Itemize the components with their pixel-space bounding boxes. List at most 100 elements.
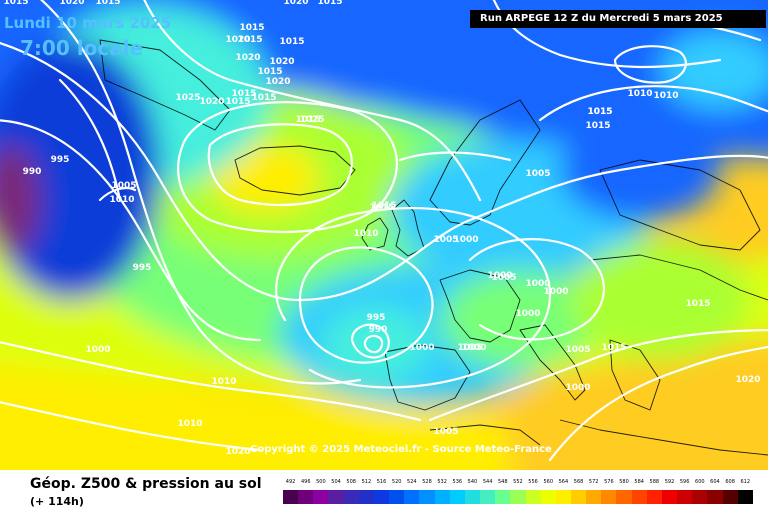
pressure-label: 1025: [175, 93, 200, 103]
pressure-label: 995: [367, 313, 386, 323]
legend-label: 588: [649, 479, 660, 485]
legend-label: 572: [588, 479, 599, 485]
isobar: [428, 329, 768, 422]
legend-label: 516: [376, 479, 387, 485]
legend-label: 580: [619, 479, 629, 485]
pressure-label: 1015: [601, 343, 626, 353]
pressure-label: 1010: [109, 195, 134, 205]
pressure-label: 1015: [317, 0, 342, 7]
legend-label: 612: [740, 479, 751, 485]
pressure-label: 1005: [565, 345, 590, 355]
pressure-label: 990: [23, 167, 42, 177]
isobar: [548, 345, 768, 462]
pressure-label: 1015: [585, 121, 610, 131]
legend-label: 600: [695, 479, 705, 485]
legend-swatch: [449, 490, 465, 504]
legend-swatch: [495, 490, 511, 504]
legend-swatch: [722, 490, 738, 504]
forecast-date: Lundi 10 mars 2025: [4, 14, 172, 32]
legend-label: 552: [513, 479, 523, 485]
z500-area: [210, 143, 320, 213]
isobar: [58, 78, 122, 202]
coastline: [361, 217, 389, 251]
isobar: [39, 0, 362, 385]
pressure-label: 1020: [265, 77, 290, 87]
isobar: [468, 238, 605, 341]
pressure-label: 1020: [235, 53, 260, 63]
legend-label: 548: [497, 479, 508, 485]
legend-swatch: [373, 490, 390, 504]
pressure-label: 1005: [491, 273, 516, 283]
isobar: [613, 45, 687, 84]
pressure-label: 1015: [587, 107, 612, 117]
isobar: [0, 119, 262, 342]
legend-label: 596: [679, 479, 690, 485]
legend-label: 492: [285, 479, 296, 485]
pressure-label: 1000: [409, 343, 434, 353]
legend-label: 536: [452, 479, 463, 485]
pressure-label: 1015: [587, 107, 612, 117]
isobar: [538, 85, 768, 122]
legend-swatch: [601, 490, 617, 504]
legend-swatch: [298, 490, 314, 504]
legend-label: 608: [725, 479, 735, 485]
pressure-label: 1010: [177, 419, 202, 429]
coastline: [429, 424, 541, 446]
pressure-label: 1000: [525, 279, 550, 289]
pressure-label: 1015: [371, 201, 396, 211]
legend-swatch: [616, 490, 632, 504]
legend-color-bar: [283, 490, 753, 504]
pressure-label: 1005: [433, 427, 458, 437]
pressure-label: 995: [133, 263, 152, 273]
pressure-label: 990: [369, 325, 388, 335]
legend-label: 532: [437, 479, 447, 485]
pressure-label: 1020: [225, 35, 250, 45]
legend-label: 560: [543, 479, 553, 485]
legend-swatch: [707, 490, 723, 504]
pressure-label: 1010: [627, 89, 652, 99]
pressure-label: 1005: [433, 235, 458, 245]
pressure-label: 1015: [239, 23, 264, 33]
copyright-text: Copyright © 2025 Meteociel.fr - Source M…: [250, 444, 552, 455]
pressure-label: 1000: [461, 343, 486, 353]
legend-label: 504: [331, 479, 341, 485]
legend-swatch: [540, 490, 556, 504]
legend-swatch: [389, 490, 405, 504]
z500-area: [320, 0, 768, 130]
legend-label: 524: [407, 479, 417, 485]
legend-label: 500: [316, 479, 326, 485]
pressure-label: 1015: [225, 97, 250, 107]
isobar: [143, 0, 482, 202]
pressure-label: 1015: [279, 37, 304, 47]
legend-swatch: [464, 490, 481, 504]
pressure-label: 1010: [211, 377, 236, 387]
legend-label: 544: [482, 479, 493, 485]
pressure-label: 1015: [685, 299, 710, 309]
pressure-label: 1005: [525, 169, 550, 179]
isobar: [0, 341, 422, 422]
isobar: [0, 401, 262, 452]
coastline: [559, 419, 768, 456]
legend-label: 540: [467, 479, 478, 485]
legend-label: 556: [528, 479, 538, 485]
legend-label: 576: [604, 479, 614, 485]
pressure-label: 1000: [515, 309, 540, 319]
color-legend: 492 496 500 504 508 512 516 520 524 528 532 536 540 5…: [283, 477, 753, 507]
legend-swatch: [404, 490, 420, 504]
legend-swatch: [313, 490, 329, 504]
isobar: [177, 101, 398, 234]
z500-area: [660, 30, 768, 110]
legend-label: 568: [573, 479, 584, 485]
legend-label: 604: [710, 479, 720, 485]
legend-swatch: [283, 490, 299, 504]
isobar: [207, 123, 353, 207]
pressure-label: 1015: [369, 203, 394, 213]
legend-swatch: [586, 490, 602, 504]
legend-label: 564: [558, 479, 569, 485]
legend-swatch: [525, 490, 541, 504]
pressure-label: 1000: [543, 287, 568, 297]
pressure-label: 1010: [353, 229, 378, 239]
